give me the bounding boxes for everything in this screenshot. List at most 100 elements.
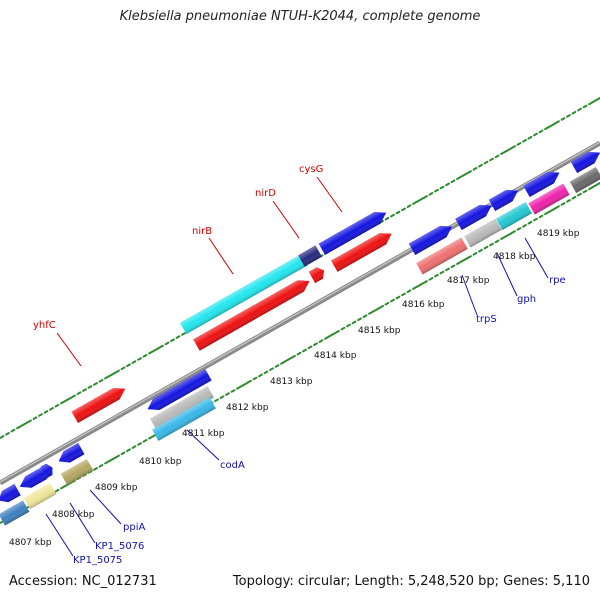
- guide-dot: [577, 192, 582, 197]
- gene-codA-upper-shade: [147, 369, 212, 410]
- guide-dot: [483, 160, 489, 165]
- guide-dot: [71, 394, 76, 399]
- guide-dot: [148, 350, 153, 355]
- guide-dot: [582, 189, 588, 194]
- guide-dot: [500, 151, 505, 155]
- gene-nirB-a-shade: [179, 253, 309, 335]
- gene-nirD-shade: [308, 267, 325, 284]
- guide-dot: [225, 392, 230, 396]
- gene-left-2-shade: [19, 467, 48, 488]
- guide-dot: [547, 207, 557, 214]
- gene-label-ppiA: ppiA: [123, 522, 145, 533]
- guide-dot: [428, 277, 434, 281]
- tick-label: 4810 kbp: [139, 457, 182, 467]
- guide-dot: [142, 354, 148, 358]
- guide-dot: [107, 371, 117, 378]
- tick-label: 4818 kbp: [493, 252, 536, 262]
- gene-left-4-shade: [58, 442, 85, 463]
- guide-dot: [401, 207, 406, 212]
- guide-dot: [489, 157, 494, 162]
- gene-left-3-shade: [40, 463, 53, 479]
- guide-dot: [527, 220, 533, 225]
- gene-gph-gray: [464, 218, 502, 248]
- gene-label-rpe: rpe: [549, 275, 566, 286]
- guide-dot: [478, 248, 483, 253]
- gene-labels-bottom: KP1_5075 KP1_5076 ppiA codA trpS gph rpe: [73, 275, 566, 566]
- gene-labels-top: yhfC nirB nirD cysG: [33, 164, 323, 331]
- gene-gph: [496, 201, 532, 231]
- guide-dot: [120, 366, 126, 371]
- guide-dot: [252, 376, 258, 381]
- guide-dot: [170, 338, 175, 342]
- gene-cysG-a: [318, 212, 387, 255]
- gene-upper-4-shade: [523, 171, 560, 198]
- guide-dot: [560, 117, 566, 121]
- guide-dot: [107, 456, 117, 463]
- tick-label: 4807 kbp: [9, 538, 52, 548]
- gene-upper-1: [408, 225, 453, 255]
- cysG-connector: [316, 176, 343, 213]
- guide-dot: [291, 354, 296, 359]
- gene-KP1_5075: [0, 500, 30, 526]
- guide-dot: [450, 264, 456, 269]
- guide-dot: [522, 139, 527, 143]
- guide-dot: [395, 210, 401, 215]
- tick-label: 4809 kbp: [95, 483, 138, 493]
- gene-label-nirB: nirB: [192, 226, 212, 237]
- guide-dot: [258, 373, 263, 378]
- guide-dot: [384, 216, 390, 221]
- guide-dot: [467, 170, 472, 174]
- gene-upper-5: [570, 151, 600, 174]
- gene-nirB-a: [179, 253, 309, 335]
- guide-dot: [588, 186, 593, 191]
- guide-dot: [406, 289, 412, 293]
- guide-dot: [390, 298, 395, 303]
- guide-dot: [445, 182, 450, 187]
- guide-dot: [131, 360, 137, 364]
- guide-dot: [307, 345, 313, 350]
- guide-dot: [456, 176, 461, 180]
- guide-dot: [131, 445, 137, 449]
- nirB-connector: [208, 237, 234, 275]
- guide-dot: [10, 428, 16, 433]
- guide-dot: [428, 192, 434, 196]
- gene-rpe-shade: [528, 183, 570, 215]
- guide-dot: [533, 132, 538, 137]
- guide-dot: [43, 410, 49, 414]
- gene-left-1: [0, 483, 21, 503]
- guide-dot: [27, 419, 32, 424]
- guide-dot: [494, 154, 500, 159]
- guide-dot: [390, 213, 395, 218]
- yhfC-connector: [56, 332, 82, 367]
- guide-dot: [591, 97, 600, 104]
- guide-dot: [142, 439, 148, 443]
- guide-dot: [137, 357, 142, 361]
- tick-label: 4819 kbp: [537, 229, 580, 239]
- guide-dot: [283, 356, 293, 363]
- guide-dot: [126, 363, 131, 367]
- gene-yhfC-shade: [71, 387, 126, 423]
- tick-label: 4817 kbp: [447, 276, 490, 286]
- guide-dot: [412, 201, 417, 205]
- guide-dot: [346, 323, 351, 328]
- gene-upper-1-shade: [408, 225, 453, 255]
- guide-dot: [415, 197, 425, 203]
- gene-upper-2: [455, 204, 492, 231]
- guide-dot: [478, 163, 483, 168]
- guide-dot: [571, 195, 577, 200]
- guide-dot: [516, 142, 522, 146]
- guide-dot: [500, 236, 505, 240]
- guide-dot: [115, 454, 120, 459]
- gene-KP1_5076: [23, 482, 57, 510]
- guide-dot: [159, 344, 164, 349]
- guide-dot: [560, 202, 566, 206]
- guide-dot: [214, 398, 219, 403]
- gene-gph-gray-shade: [464, 218, 502, 248]
- guide-dot: [236, 386, 241, 390]
- gene-cysG-shade: [331, 233, 392, 272]
- guide-dot: [19, 421, 29, 428]
- upper-dotted-guide: [0, 96, 600, 439]
- guide-dot: [434, 273, 439, 278]
- gene-rpe: [528, 183, 570, 215]
- guide-dot: [423, 195, 428, 199]
